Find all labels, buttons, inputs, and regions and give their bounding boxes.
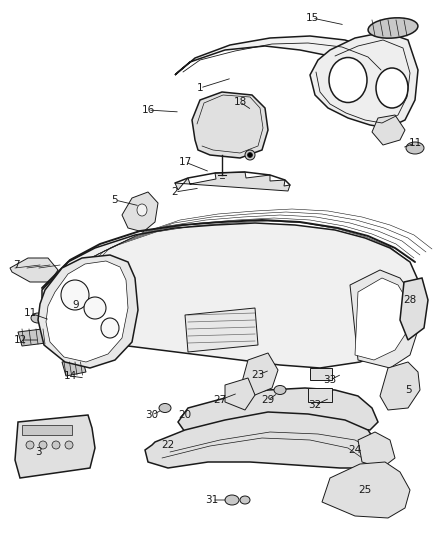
Ellipse shape <box>406 142 424 154</box>
Ellipse shape <box>245 150 255 160</box>
Bar <box>310 368 332 380</box>
Bar <box>22 425 72 435</box>
Text: 23: 23 <box>251 370 265 380</box>
Polygon shape <box>10 258 58 282</box>
Polygon shape <box>38 255 138 368</box>
Ellipse shape <box>137 204 147 216</box>
Text: 33: 33 <box>323 375 337 385</box>
Polygon shape <box>350 270 418 368</box>
Ellipse shape <box>247 152 252 157</box>
Text: 18: 18 <box>233 97 247 107</box>
Ellipse shape <box>368 18 418 38</box>
Ellipse shape <box>61 280 89 310</box>
Text: 20: 20 <box>178 410 191 420</box>
Polygon shape <box>192 92 268 158</box>
Polygon shape <box>400 278 428 340</box>
Text: 31: 31 <box>205 495 219 505</box>
Polygon shape <box>242 353 278 395</box>
Text: 16: 16 <box>141 105 155 115</box>
Polygon shape <box>46 261 128 362</box>
Ellipse shape <box>101 318 119 338</box>
Text: 30: 30 <box>145 410 159 420</box>
Text: 1: 1 <box>197 83 203 93</box>
Polygon shape <box>322 462 410 518</box>
Polygon shape <box>175 172 290 191</box>
Text: 3: 3 <box>35 447 41 457</box>
Text: 25: 25 <box>358 485 371 495</box>
Text: 5: 5 <box>112 195 118 205</box>
Polygon shape <box>310 32 418 128</box>
Polygon shape <box>225 378 255 410</box>
Ellipse shape <box>376 68 408 108</box>
Text: 11: 11 <box>408 138 422 148</box>
Text: 12: 12 <box>14 335 27 345</box>
Ellipse shape <box>240 496 250 504</box>
Polygon shape <box>42 223 418 368</box>
Text: 28: 28 <box>403 295 417 305</box>
Polygon shape <box>175 36 390 75</box>
Ellipse shape <box>31 313 45 323</box>
Polygon shape <box>358 432 395 468</box>
Polygon shape <box>15 415 95 478</box>
Ellipse shape <box>159 403 171 413</box>
Text: 27: 27 <box>213 395 226 405</box>
Text: 32: 32 <box>308 400 321 410</box>
Text: 17: 17 <box>178 157 192 167</box>
Bar <box>308 388 332 402</box>
Ellipse shape <box>329 58 367 102</box>
Polygon shape <box>62 358 86 376</box>
Text: 22: 22 <box>161 440 175 450</box>
Ellipse shape <box>26 441 34 449</box>
Text: 11: 11 <box>23 308 37 318</box>
Ellipse shape <box>274 385 286 394</box>
Polygon shape <box>185 308 258 352</box>
Polygon shape <box>122 192 158 232</box>
Text: 15: 15 <box>305 13 318 23</box>
Ellipse shape <box>39 441 47 449</box>
Text: 24: 24 <box>348 445 362 455</box>
Text: 7: 7 <box>13 260 19 270</box>
Text: 9: 9 <box>73 300 79 310</box>
Text: 29: 29 <box>261 395 275 405</box>
Ellipse shape <box>84 297 106 319</box>
Polygon shape <box>178 388 378 432</box>
Ellipse shape <box>65 441 73 449</box>
Polygon shape <box>145 412 380 468</box>
Polygon shape <box>380 362 420 410</box>
Ellipse shape <box>225 495 239 505</box>
Ellipse shape <box>52 441 60 449</box>
Polygon shape <box>18 328 54 346</box>
Text: 5: 5 <box>405 385 411 395</box>
Text: 2: 2 <box>172 187 178 197</box>
Polygon shape <box>372 115 405 145</box>
Polygon shape <box>355 278 410 360</box>
Text: 14: 14 <box>64 371 77 381</box>
